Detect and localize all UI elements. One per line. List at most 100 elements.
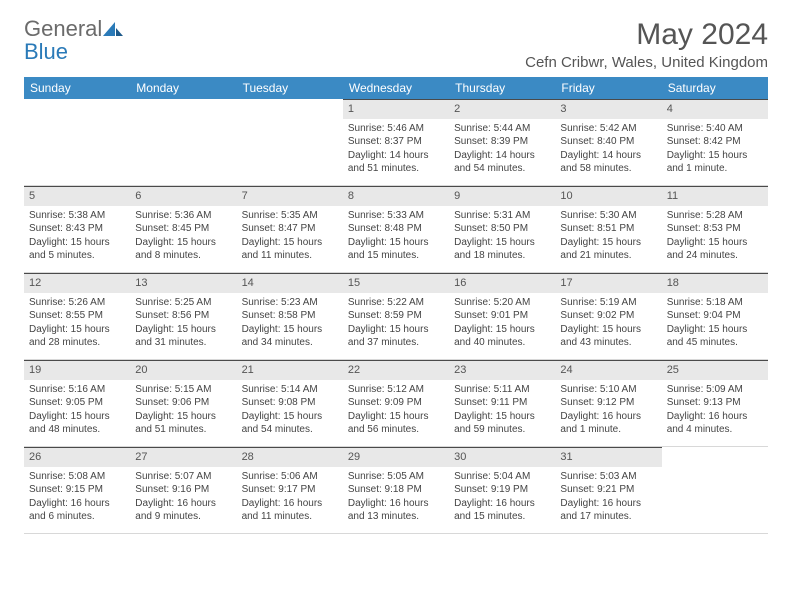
title-block: May 2024 Cefn Cribwr, Wales, United King… — [525, 18, 768, 71]
day-content: Sunrise: 5:07 AMSunset: 9:16 PMDaylight:… — [130, 467, 236, 528]
day-number: 21 — [237, 360, 343, 380]
daylight-text: Daylight: 15 hours and 45 minutes. — [667, 323, 763, 350]
daylight-text: Daylight: 16 hours and 4 minutes. — [667, 410, 763, 437]
sunset-text: Sunset: 9:04 PM — [667, 309, 763, 323]
calendar-table: SundayMondayTuesdayWednesdayThursdayFrid… — [24, 77, 768, 534]
calendar-day-cell: 20Sunrise: 5:15 AMSunset: 9:06 PMDayligh… — [130, 360, 236, 446]
sunrise-text: Sunrise: 5:23 AM — [242, 296, 338, 310]
calendar-day-cell: 15Sunrise: 5:22 AMSunset: 8:59 PMDayligh… — [343, 273, 449, 359]
daylight-text: Daylight: 16 hours and 11 minutes. — [242, 497, 338, 524]
calendar-day-cell: 9Sunrise: 5:31 AMSunset: 8:50 PMDaylight… — [449, 186, 555, 272]
sunset-text: Sunset: 9:21 PM — [560, 483, 656, 497]
calendar-day-cell: 24Sunrise: 5:10 AMSunset: 9:12 PMDayligh… — [555, 360, 661, 446]
daylight-text: Daylight: 15 hours and 48 minutes. — [29, 410, 125, 437]
sunset-text: Sunset: 8:55 PM — [29, 309, 125, 323]
page-header: General Blue May 2024 Cefn Cribwr, Wales… — [24, 18, 768, 71]
logo-blue-text: Blue — [24, 39, 68, 64]
calendar-day-cell: 7Sunrise: 5:35 AMSunset: 8:47 PMDaylight… — [237, 186, 343, 272]
sunrise-text: Sunrise: 5:11 AM — [454, 383, 550, 397]
sunset-text: Sunset: 9:01 PM — [454, 309, 550, 323]
sunrise-text: Sunrise: 5:14 AM — [242, 383, 338, 397]
daylight-text: Daylight: 16 hours and 1 minute. — [560, 410, 656, 437]
day-number: 17 — [555, 273, 661, 293]
sunrise-text: Sunrise: 5:31 AM — [454, 209, 550, 223]
calendar-day-cell: 1Sunrise: 5:46 AMSunset: 8:37 PMDaylight… — [343, 99, 449, 185]
daylight-text: Daylight: 16 hours and 17 minutes. — [560, 497, 656, 524]
day-number: 20 — [130, 360, 236, 380]
sunrise-text: Sunrise: 5:28 AM — [667, 209, 763, 223]
sunrise-text: Sunrise: 5:20 AM — [454, 296, 550, 310]
sunset-text: Sunset: 8:48 PM — [348, 222, 444, 236]
day-number: 23 — [449, 360, 555, 380]
day-number: 11 — [662, 186, 768, 206]
weekday-header-cell: Thursday — [449, 77, 555, 99]
sunrise-text: Sunrise: 5:04 AM — [454, 470, 550, 484]
sunrise-text: Sunrise: 5:33 AM — [348, 209, 444, 223]
day-content: Sunrise: 5:40 AMSunset: 8:42 PMDaylight:… — [662, 119, 768, 180]
day-content: Sunrise: 5:20 AMSunset: 9:01 PMDaylight:… — [449, 293, 555, 354]
calendar-body: 1Sunrise: 5:46 AMSunset: 8:37 PMDaylight… — [24, 99, 768, 534]
day-number: 24 — [555, 360, 661, 380]
daylight-text: Daylight: 16 hours and 15 minutes. — [454, 497, 550, 524]
sunrise-text: Sunrise: 5:10 AM — [560, 383, 656, 397]
sunset-text: Sunset: 9:17 PM — [242, 483, 338, 497]
sunrise-text: Sunrise: 5:16 AM — [29, 383, 125, 397]
sunset-text: Sunset: 9:06 PM — [135, 396, 231, 410]
month-title: May 2024 — [525, 18, 768, 52]
day-number: 27 — [130, 447, 236, 467]
day-content: Sunrise: 5:19 AMSunset: 9:02 PMDaylight:… — [555, 293, 661, 354]
sunset-text: Sunset: 8:56 PM — [135, 309, 231, 323]
logo-gray-text: General — [24, 16, 102, 41]
sunrise-text: Sunrise: 5:22 AM — [348, 296, 444, 310]
day-content: Sunrise: 5:12 AMSunset: 9:09 PMDaylight:… — [343, 380, 449, 441]
day-number: 18 — [662, 273, 768, 293]
calendar-day-cell: 21Sunrise: 5:14 AMSunset: 9:08 PMDayligh… — [237, 360, 343, 446]
day-number: 5 — [24, 186, 130, 206]
sunrise-text: Sunrise: 5:03 AM — [560, 470, 656, 484]
daylight-text: Daylight: 15 hours and 43 minutes. — [560, 323, 656, 350]
calendar-day-cell: 17Sunrise: 5:19 AMSunset: 9:02 PMDayligh… — [555, 273, 661, 359]
sunrise-text: Sunrise: 5:30 AM — [560, 209, 656, 223]
day-content: Sunrise: 5:10 AMSunset: 9:12 PMDaylight:… — [555, 380, 661, 441]
day-content: Sunrise: 5:28 AMSunset: 8:53 PMDaylight:… — [662, 206, 768, 267]
daylight-text: Daylight: 15 hours and 34 minutes. — [242, 323, 338, 350]
weekday-header-row: SundayMondayTuesdayWednesdayThursdayFrid… — [24, 77, 768, 99]
sunset-text: Sunset: 9:05 PM — [29, 396, 125, 410]
sunrise-text: Sunrise: 5:06 AM — [242, 470, 338, 484]
calendar-day-cell — [24, 99, 130, 185]
logo-sail-icon — [103, 22, 123, 41]
sunset-text: Sunset: 8:43 PM — [29, 222, 125, 236]
calendar-day-cell: 13Sunrise: 5:25 AMSunset: 8:56 PMDayligh… — [130, 273, 236, 359]
sunrise-text: Sunrise: 5:42 AM — [560, 122, 656, 136]
day-content: Sunrise: 5:18 AMSunset: 9:04 PMDaylight:… — [662, 293, 768, 354]
sunset-text: Sunset: 8:47 PM — [242, 222, 338, 236]
daylight-text: Daylight: 15 hours and 59 minutes. — [454, 410, 550, 437]
day-number: 25 — [662, 360, 768, 380]
sunset-text: Sunset: 9:09 PM — [348, 396, 444, 410]
sunset-text: Sunset: 9:12 PM — [560, 396, 656, 410]
calendar-day-cell: 2Sunrise: 5:44 AMSunset: 8:39 PMDaylight… — [449, 99, 555, 185]
sunrise-text: Sunrise: 5:19 AM — [560, 296, 656, 310]
day-content: Sunrise: 5:31 AMSunset: 8:50 PMDaylight:… — [449, 206, 555, 267]
day-number: 12 — [24, 273, 130, 293]
sunset-text: Sunset: 9:02 PM — [560, 309, 656, 323]
calendar-week-row: 26Sunrise: 5:08 AMSunset: 9:15 PMDayligh… — [24, 447, 768, 534]
daylight-text: Daylight: 16 hours and 9 minutes. — [135, 497, 231, 524]
sunrise-text: Sunrise: 5:46 AM — [348, 122, 444, 136]
sunrise-text: Sunrise: 5:15 AM — [135, 383, 231, 397]
calendar-day-cell: 18Sunrise: 5:18 AMSunset: 9:04 PMDayligh… — [662, 273, 768, 359]
day-content: Sunrise: 5:11 AMSunset: 9:11 PMDaylight:… — [449, 380, 555, 441]
day-number: 1 — [343, 99, 449, 119]
logo: General Blue — [24, 18, 123, 64]
day-number: 15 — [343, 273, 449, 293]
calendar-day-cell: 28Sunrise: 5:06 AMSunset: 9:17 PMDayligh… — [237, 447, 343, 533]
sunrise-text: Sunrise: 5:38 AM — [29, 209, 125, 223]
calendar-day-cell: 4Sunrise: 5:40 AMSunset: 8:42 PMDaylight… — [662, 99, 768, 185]
day-content: Sunrise: 5:04 AMSunset: 9:19 PMDaylight:… — [449, 467, 555, 528]
day-number: 26 — [24, 447, 130, 467]
day-content: Sunrise: 5:23 AMSunset: 8:58 PMDaylight:… — [237, 293, 343, 354]
calendar-day-cell: 12Sunrise: 5:26 AMSunset: 8:55 PMDayligh… — [24, 273, 130, 359]
day-content: Sunrise: 5:25 AMSunset: 8:56 PMDaylight:… — [130, 293, 236, 354]
calendar-day-cell: 19Sunrise: 5:16 AMSunset: 9:05 PMDayligh… — [24, 360, 130, 446]
day-content: Sunrise: 5:44 AMSunset: 8:39 PMDaylight:… — [449, 119, 555, 180]
